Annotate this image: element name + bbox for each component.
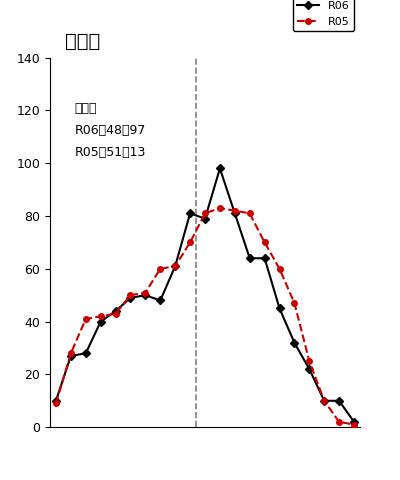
R05 <box>98 313 103 319</box>
R05 <box>277 266 282 272</box>
R05 <box>337 419 342 425</box>
Text: R06：48．97: R06：48．97 <box>75 124 146 137</box>
R06 <box>218 166 222 171</box>
R05 <box>202 210 207 216</box>
R05 <box>143 289 148 295</box>
R06 <box>352 419 356 425</box>
R06 <box>232 210 237 216</box>
R05 <box>322 398 327 404</box>
R06 <box>322 398 327 404</box>
R06 <box>188 210 192 216</box>
R05 <box>188 240 192 245</box>
R05 <box>173 263 178 269</box>
Line: R06: R06 <box>53 166 357 425</box>
R05 <box>158 266 163 272</box>
R05 <box>352 422 356 428</box>
R06 <box>262 255 267 261</box>
R05 <box>128 292 133 298</box>
R05 <box>307 358 312 364</box>
R05 <box>292 300 297 306</box>
R06 <box>158 298 163 303</box>
R06 <box>202 216 207 222</box>
R06 <box>307 366 312 372</box>
R05 <box>68 350 73 356</box>
R06 <box>173 263 178 269</box>
Legend: R06, R05: R06, R05 <box>293 0 354 31</box>
R05 <box>83 316 88 322</box>
R05 <box>113 311 118 317</box>
R06 <box>247 255 252 261</box>
R06 <box>68 353 73 359</box>
R05 <box>247 210 252 216</box>
R06 <box>128 295 133 300</box>
R05 <box>54 400 58 406</box>
R05 <box>262 240 267 245</box>
R06 <box>337 398 342 404</box>
R05 <box>232 208 237 214</box>
Line: R05: R05 <box>53 205 357 427</box>
R06 <box>98 319 103 324</box>
R06 <box>277 306 282 312</box>
R06 <box>143 292 148 298</box>
Text: 平均点: 平均点 <box>75 102 97 115</box>
Text: R05：51．13: R05：51．13 <box>75 146 146 159</box>
R06 <box>54 398 58 404</box>
R06 <box>83 350 88 356</box>
Text: 数　学: 数 学 <box>66 32 101 50</box>
R05 <box>218 205 222 211</box>
R06 <box>292 340 297 346</box>
R06 <box>113 308 118 314</box>
